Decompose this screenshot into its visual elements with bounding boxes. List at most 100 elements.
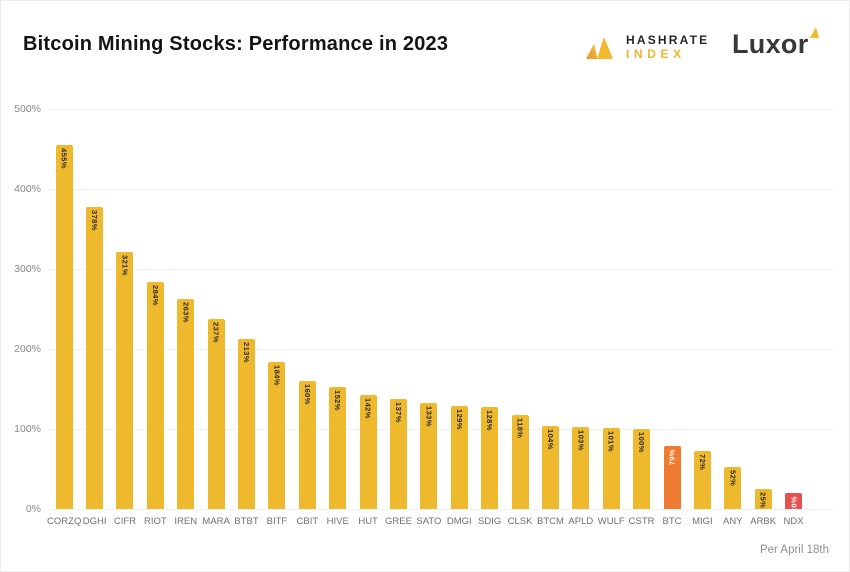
x-axis-tick-CLSK: CLSK — [507, 516, 533, 527]
bar-HIVE: 152% — [329, 387, 347, 509]
bar-value-label-NDX: 20% — [789, 496, 799, 513]
y-axis-tick-0: 0% — [25, 503, 41, 515]
bar-slot-HIVE: 152% HIVE — [323, 109, 353, 527]
y-axis-tick-200: 200% — [14, 343, 41, 355]
bar-value-label-DMGI: 129% — [454, 408, 464, 430]
bar-BTCM: 104% — [541, 425, 559, 509]
page-title: Bitcoin Mining Stocks: Performance in 20… — [23, 33, 449, 55]
bar-value-label-CORZQ: 455% — [59, 148, 69, 169]
x-axis-tick-CIFR: CIFR — [113, 516, 137, 527]
bar-value-label-BITF: 184% — [272, 364, 282, 386]
bar-slot-RIOT: 284% RIOT — [140, 109, 170, 527]
bar-HUT: 142% — [359, 395, 377, 509]
bar-CSTR: 100% — [633, 429, 651, 509]
x-axis-tick-DMGI: DMGI — [446, 516, 472, 527]
bar-DMGI: 129% — [450, 405, 468, 509]
bar-chart-plot-area: 0% 100% 200% 300% 400% 500% 455% CORZQ 378% DGHI 3… — [14, 103, 836, 527]
bar-value-label-MIGI: 72% — [697, 454, 707, 471]
bar-GREE: 137% — [389, 399, 407, 509]
bar-value-label-HUT: 142% — [363, 398, 373, 420]
x-axis-tick-CORZQ: CORZQ — [47, 516, 82, 527]
bar-MARA: 237% — [207, 319, 225, 509]
hashrate-word: HASHRATE — [626, 33, 710, 48]
bar-NDX: 20% — [785, 493, 803, 513]
bar-slot-IREN: 263% IREN — [171, 109, 201, 527]
bar-slot-SDIG: 128% SDIG — [475, 109, 505, 527]
bar-value-label-BTCM: 104% — [545, 428, 555, 450]
bar-value-label-WULF: 101% — [606, 431, 616, 452]
bar-APLD: 103% — [572, 426, 590, 509]
luxor-logo: Luxor — [732, 27, 819, 60]
bar-slot-CORZQ: 455% CORZQ — [47, 109, 81, 527]
luxor-wordmark: Luxor — [732, 29, 809, 59]
bar-value-label-IREN: 263% — [181, 301, 191, 323]
x-axis-tick-ARBK: ARBK — [750, 516, 777, 527]
bar-value-label-CIFR: 321% — [120, 255, 130, 276]
bar-value-label-BTC: 79% — [667, 448, 677, 466]
bar-slot-MARA: 237% MARA — [201, 109, 231, 527]
bar-value-label-SDIG: 128% — [485, 409, 495, 431]
bar-value-label-DGHI: 378% — [90, 209, 100, 231]
footnote-date: Per April 18th — [759, 544, 829, 556]
bar-value-label-CLSK: 118% — [515, 417, 525, 438]
x-axis-tick-NDX: NDX — [783, 516, 804, 527]
bar-slot-APLD: 103% APLD — [566, 109, 596, 527]
bar-SATO: 133% — [420, 402, 438, 509]
gridline-500 — [49, 109, 836, 110]
x-axis-tick-MARA: MARA — [202, 516, 230, 527]
x-axis-tick-GREE: GREE — [385, 516, 412, 527]
bar-WULF: 101% — [602, 428, 620, 509]
x-axis-tick-WULF: WULF — [597, 516, 625, 527]
bar-ANY: 52% — [724, 467, 742, 509]
bar-slot-BITF: 184% BITF — [262, 109, 292, 527]
bar-slot-SATO: 133% SATO — [414, 109, 444, 527]
x-axis-tick-SATO: SATO — [416, 516, 442, 527]
x-axis-tick-SDIG: SDIG — [478, 516, 502, 527]
bar-slot-CSTR: 100% CSTR — [627, 109, 657, 527]
y-axis-tick-100: 100% — [14, 423, 41, 435]
bar-slot-DGHI: 378% DGHI — [80, 109, 110, 527]
x-axis-tick-HUT: HUT — [358, 516, 378, 527]
bar-value-label-BTBT: 213% — [242, 341, 252, 363]
gridline-0 — [49, 509, 836, 510]
bar-value-label-HIVE: 152% — [333, 390, 343, 412]
bar-CBIT: 160% — [298, 381, 316, 509]
x-axis-tick-RIOT: RIOT — [144, 516, 167, 527]
x-axis-tick-CSTR: CSTR — [628, 516, 655, 527]
x-axis-tick-MIGI: MIGI — [692, 516, 713, 527]
bar-slot-BTC: 79% BTC — [657, 109, 687, 527]
hashrate-index-logo-icon — [586, 37, 613, 59]
hashrate-index-logo: HASHRATE INDEX — [584, 31, 709, 65]
luxor-triangle-icon — [809, 27, 819, 38]
bar-slot-GREE: 137% GREE — [383, 109, 413, 527]
bar-CLSK: 118% — [511, 414, 529, 509]
bar-IREN: 263% — [177, 298, 195, 509]
gridline-300 — [49, 269, 836, 270]
bar-slot-DMGI: 129% DMGI — [444, 109, 474, 527]
bar-value-label-ANY: 52% — [728, 470, 738, 487]
bar-slot-BTBT: 213% BTBT — [232, 109, 262, 527]
bar-CIFR: 321% — [116, 252, 134, 509]
x-axis-tick-CBIT: CBIT — [296, 516, 319, 527]
bar-value-label-MARA: 237% — [211, 322, 221, 344]
y-axis-tick-300: 300% — [14, 263, 41, 275]
bar-BTBT: 213% — [238, 338, 256, 509]
bar-slot-NDX: 20% NDX — [779, 109, 809, 527]
bars-container: 455% CORZQ 378% DGHI 321% CIFR 284% RIOT 263% IRE… — [47, 109, 809, 527]
bar-DGHI: 378% — [86, 206, 104, 509]
hashrate-index-wordmark: HASHRATE INDEX — [626, 33, 710, 62]
bar-slot-HUT: 142% HUT — [353, 109, 383, 527]
bar-slot-MIGI: 72% MIGI — [687, 109, 717, 527]
bar-BITF: 184% — [268, 361, 286, 509]
bar-ARBK: 25% — [754, 489, 772, 509]
bar-slot-CBIT: 160% CBIT — [292, 109, 322, 527]
bar-value-label-SATO: 133% — [424, 405, 434, 427]
bar-value-label-CBIT: 160% — [302, 384, 312, 405]
bar-RIOT: 284% — [146, 281, 164, 509]
x-axis-tick-HIVE: HIVE — [326, 516, 349, 527]
y-axis-tick-400: 400% — [14, 183, 41, 195]
x-axis-tick-BTC: BTC — [662, 516, 682, 527]
x-axis-tick-DGHI: DGHI — [82, 516, 107, 527]
bar-value-label-APLD: 103% — [576, 429, 586, 451]
x-axis-tick-APLD: APLD — [568, 516, 594, 527]
